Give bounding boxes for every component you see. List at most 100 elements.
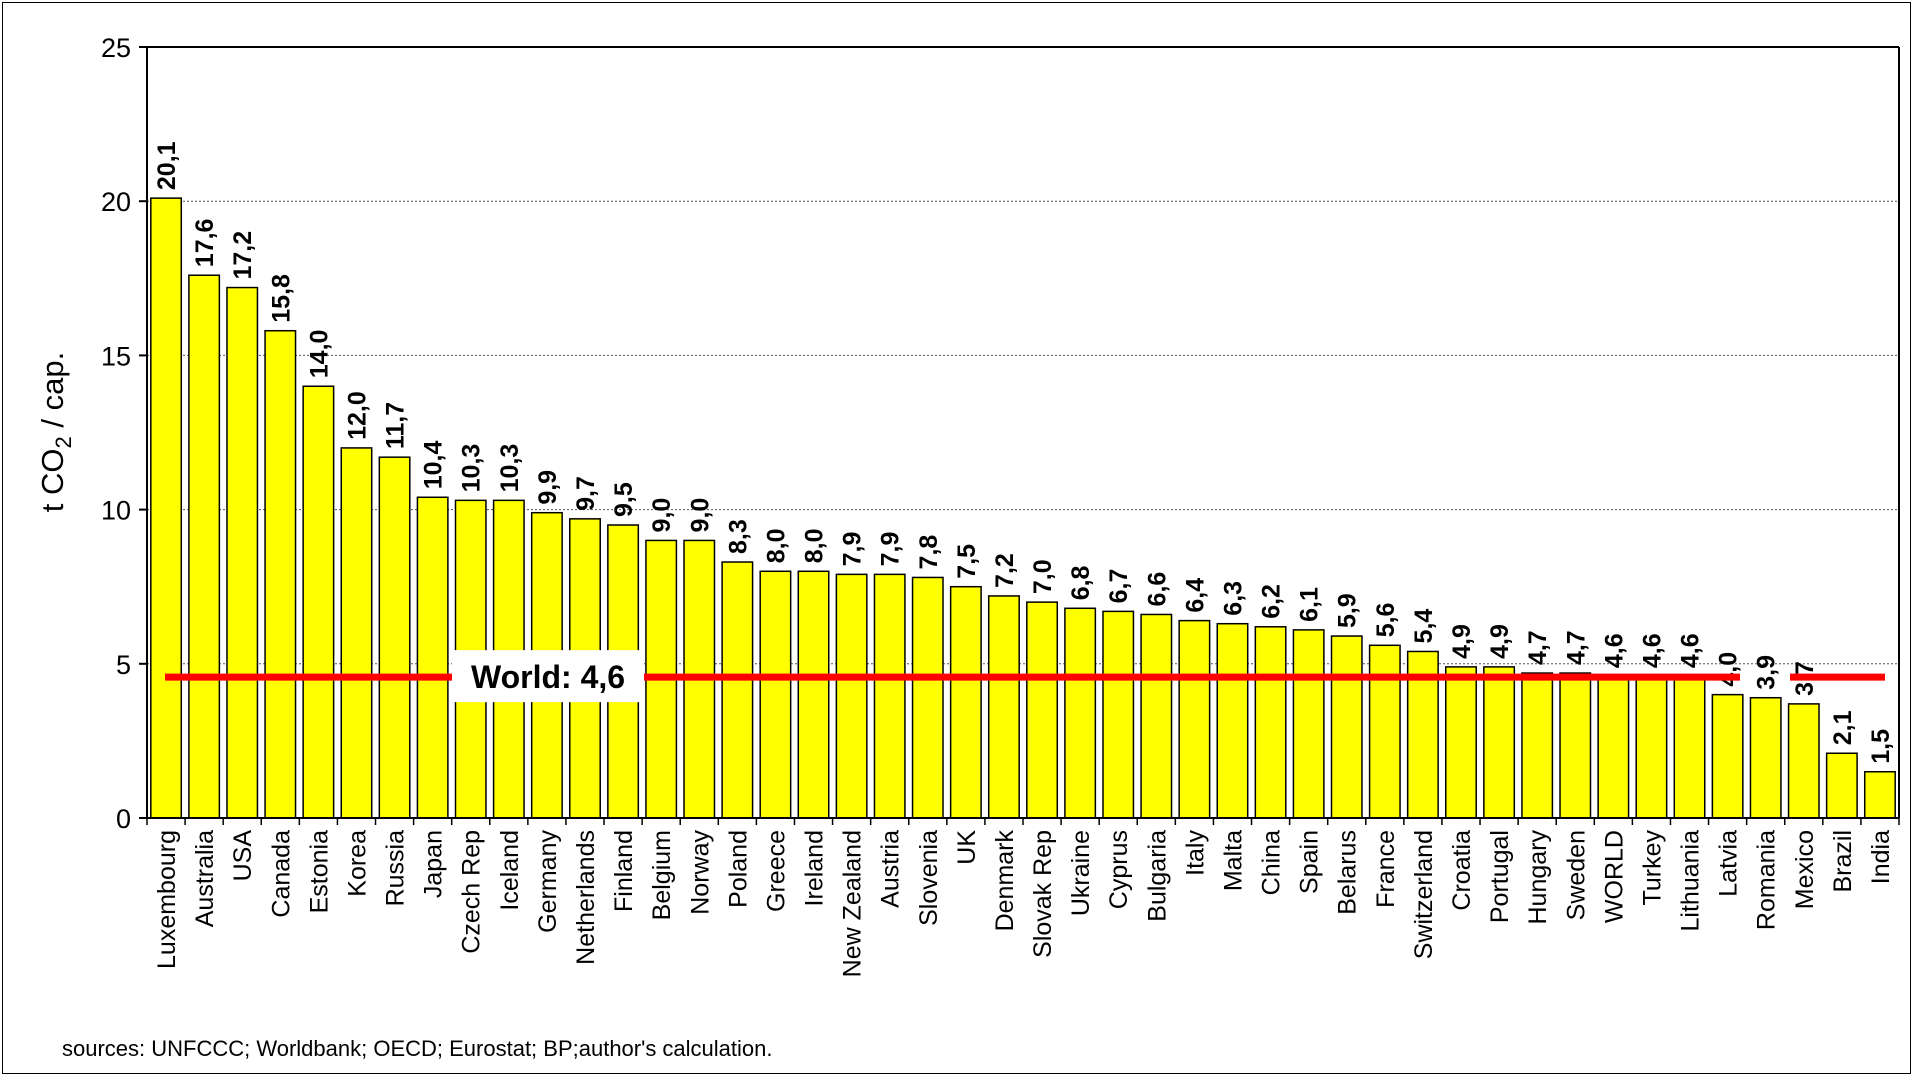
bar xyxy=(1559,672,1592,819)
bar-value-label: 7,5 xyxy=(953,544,981,579)
bar-value-label: 10,4 xyxy=(420,441,448,490)
bar-value-label: 4,7 xyxy=(1524,630,1552,665)
category-label: UK xyxy=(953,830,981,865)
bar xyxy=(949,585,982,819)
bar xyxy=(1254,626,1287,819)
bar-value-label: 14,0 xyxy=(305,330,333,379)
category-label: Latvia xyxy=(1715,830,1743,897)
category-label: Czech Rep xyxy=(458,830,486,954)
category-label: Sweden xyxy=(1562,830,1590,920)
bar-value-label: 8,3 xyxy=(724,519,752,554)
bar-value-label: 7,9 xyxy=(839,532,867,567)
bar-value-label: 1,5 xyxy=(1867,729,1895,764)
category-label: India xyxy=(1867,830,1895,884)
bar-value-label: 7,9 xyxy=(877,532,905,567)
category-label: France xyxy=(1372,830,1400,908)
category-label: Netherlands xyxy=(572,830,600,965)
bar xyxy=(1216,622,1249,819)
bar-value-label: 9,9 xyxy=(534,470,562,505)
world-label: World: 4,6 xyxy=(471,659,625,695)
bar xyxy=(1026,601,1059,819)
bar-value-label: 2,1 xyxy=(1829,710,1857,745)
category-label: Ireland xyxy=(801,830,829,906)
bar-value-label: 6,2 xyxy=(1258,584,1286,619)
bar xyxy=(1178,619,1211,819)
y-tick-label: 20 xyxy=(101,187,131,217)
category-label: Mexico xyxy=(1791,830,1819,909)
category-label: Canada xyxy=(267,830,295,918)
bar xyxy=(416,496,449,819)
category-label: Korea xyxy=(343,830,371,897)
bar-value-label: 6,4 xyxy=(1181,578,1209,613)
category-label: Ukraine xyxy=(1067,830,1095,916)
bar xyxy=(1711,693,1744,819)
bar-value-label: 7,8 xyxy=(915,535,943,570)
y-tick-label: 15 xyxy=(101,341,131,371)
category-label: Italy xyxy=(1181,830,1209,876)
category-label: Japan xyxy=(420,830,448,898)
bar-value-label: 7,2 xyxy=(991,553,1019,588)
bar xyxy=(835,573,868,819)
bar xyxy=(797,570,830,819)
bar xyxy=(1787,703,1820,819)
category-label: Turkey xyxy=(1638,830,1666,906)
category-label: Bulgaria xyxy=(1143,830,1171,922)
category-label: Austria xyxy=(877,830,905,908)
bar-value-label: 9,0 xyxy=(648,498,676,533)
bar-value-label: 6,8 xyxy=(1067,565,1095,600)
category-label: Slovenia xyxy=(915,830,943,926)
category-label: Cyprus xyxy=(1105,830,1133,909)
bar xyxy=(759,570,792,819)
category-label: Denmark xyxy=(991,830,1019,932)
category-label: Belgium xyxy=(648,830,676,920)
bar-value-label: 7,0 xyxy=(1029,559,1057,594)
bar xyxy=(1673,675,1706,819)
bar xyxy=(1064,607,1097,819)
y-tick-label: 25 xyxy=(101,33,131,63)
bar xyxy=(987,595,1020,819)
bar xyxy=(264,329,297,819)
category-label: Poland xyxy=(724,830,752,908)
bar xyxy=(1368,644,1401,819)
bar-value-label: 17,6 xyxy=(191,219,219,268)
bar-value-label: 4,9 xyxy=(1486,624,1514,659)
bar-value-label: 9,7 xyxy=(572,476,600,511)
category-label: Belarus xyxy=(1334,830,1362,915)
bar xyxy=(1825,752,1858,819)
bar xyxy=(1483,666,1516,819)
bar-value-label: 3,9 xyxy=(1753,655,1781,690)
bar xyxy=(302,385,335,819)
category-label: Portugal xyxy=(1486,830,1514,923)
bar-value-label: 20,1 xyxy=(153,141,181,190)
category-label: Lithuania xyxy=(1677,830,1705,932)
category-label: Malta xyxy=(1219,830,1247,891)
bar-value-label: 9,0 xyxy=(686,498,714,533)
bar-value-label: 6,1 xyxy=(1296,587,1324,622)
bar-value-label: 6,3 xyxy=(1219,581,1247,616)
source-note: sources: UNFCCC; Worldbank; OECD; Eurost… xyxy=(62,1036,773,1061)
category-label: Slovak Rep xyxy=(1029,830,1057,958)
bar xyxy=(340,447,373,819)
category-label: Spain xyxy=(1296,830,1324,894)
y-axis-label: t CO2 / cap. xyxy=(35,352,76,512)
bar xyxy=(1102,610,1135,819)
category-label: Brazil xyxy=(1829,830,1857,893)
category-label: WORLD xyxy=(1600,830,1628,923)
bar xyxy=(1292,629,1325,819)
bar xyxy=(150,197,183,819)
bar-value-label: 8,0 xyxy=(801,529,829,564)
category-label: Luxembourg xyxy=(153,830,181,969)
y-tick-label: 0 xyxy=(116,804,131,834)
category-label: USA xyxy=(229,830,257,882)
bar xyxy=(188,274,221,819)
category-label: Estonia xyxy=(305,830,333,913)
bar xyxy=(873,573,906,819)
category-label: Switzerland xyxy=(1410,830,1438,959)
bar-value-label: 10,3 xyxy=(496,444,524,493)
category-label: Finland xyxy=(610,830,638,912)
bar-value-label: 10,3 xyxy=(458,444,486,493)
bar-value-label: 5,9 xyxy=(1334,593,1362,628)
category-label: Greece xyxy=(762,830,790,912)
category-label: New Zealand xyxy=(839,830,867,977)
